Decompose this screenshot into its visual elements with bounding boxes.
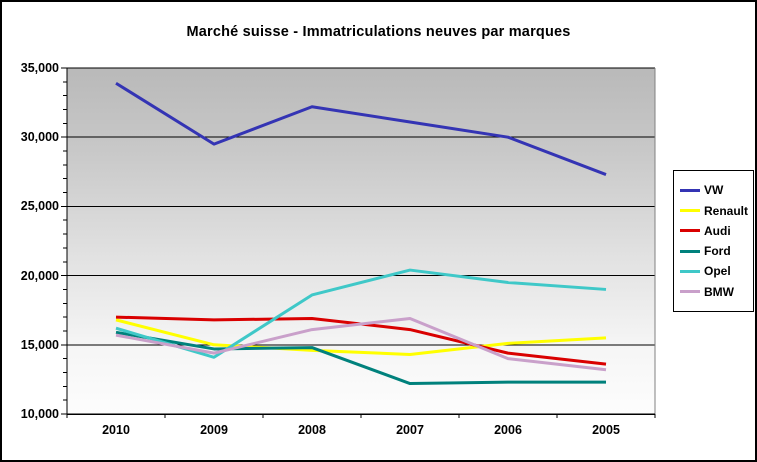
x-axis-label: 2005: [592, 423, 620, 437]
legend-swatch-renault-icon: [680, 209, 700, 213]
y-axis-label: 30,000: [20, 130, 59, 145]
legend-item-opel: Opel: [680, 265, 752, 277]
legend-swatch-ford-icon: [680, 249, 700, 253]
legend-item-vw: VW: [680, 184, 752, 196]
legend-label: Renault: [704, 203, 749, 218]
legend-item-ford: Ford: [680, 245, 752, 257]
series-line-bmw: [115, 317, 607, 372]
legend-label: Audi: [704, 223, 731, 238]
legend-label: VW: [704, 183, 724, 198]
series-line-vw: [115, 81, 607, 176]
legend-item-bmw: BMW: [680, 286, 752, 298]
y-axis-label: 15,000: [20, 337, 59, 352]
y-axis-label: 20,000: [20, 268, 59, 283]
legend-swatch-opel-icon: [680, 269, 700, 273]
series-line-renault: [115, 318, 607, 356]
legend-swatch-audi-icon: [680, 229, 700, 233]
legend-label: Opel: [704, 264, 731, 279]
y-axis-label: 10,000: [20, 407, 59, 421]
legend-label: BMW: [704, 284, 734, 299]
chart-title: Marché suisse - Immatriculations neuves …: [186, 24, 571, 40]
series-line-opel: [115, 268, 607, 359]
x-axis-label: 2009: [200, 423, 228, 437]
x-axis-label: 2008: [298, 423, 326, 437]
series-line-ford: [115, 330, 606, 386]
legend-swatch-vw-icon: [680, 188, 700, 192]
x-axis-label: 2007: [396, 423, 424, 437]
legend: VW Renault Audi Ford Opel BMW: [673, 170, 754, 312]
x-axis-label: 2010: [102, 423, 130, 437]
y-axis-label: 25,000: [20, 199, 59, 214]
x-axis-label: 2006: [494, 423, 522, 437]
legend-swatch-bmw-icon: [680, 290, 700, 294]
legend-item-audi: Audi: [680, 225, 752, 237]
y-axis-label: 35,000: [20, 61, 59, 75]
legend-item-renault: Renault: [680, 205, 752, 217]
plot-area: [67, 68, 655, 414]
legend-label: Ford: [704, 244, 731, 259]
